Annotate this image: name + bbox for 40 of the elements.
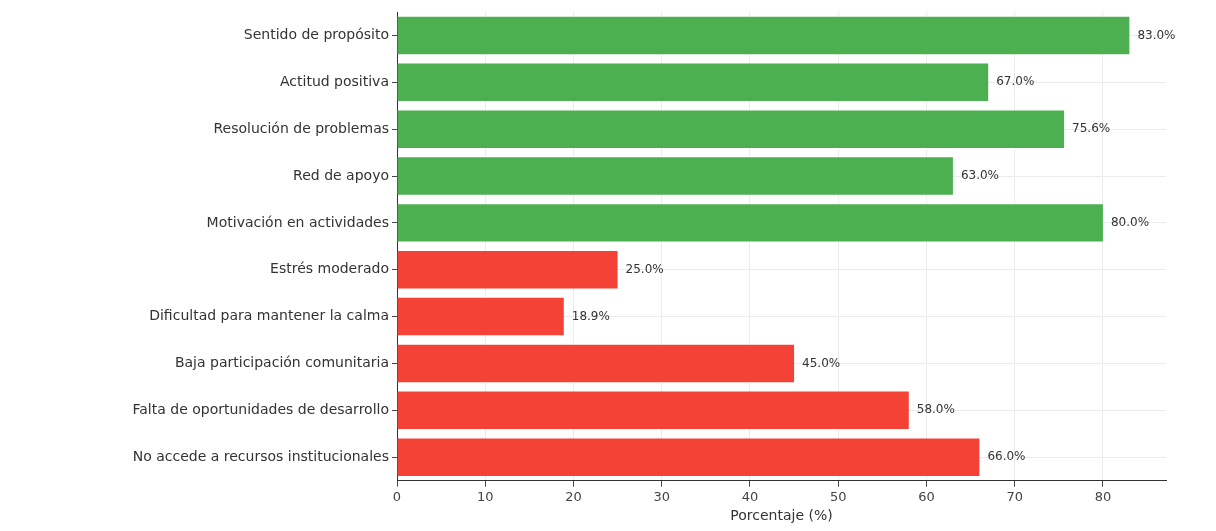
bar [397,63,989,102]
y-tick-label: Dificultad para mantener la calma [149,307,389,324]
x-tick-label: 80 [1094,488,1112,504]
bar [397,157,953,195]
data-label: 58.0% [916,402,955,417]
x-tick-label: 20 [565,488,582,504]
data-label: 25.0% [625,261,664,276]
y-tick-label: Estrés moderado [270,260,389,277]
x-tick-label: 50 [829,488,847,504]
y-tick-label: Actitud positiva [280,72,389,89]
x-tick-label: 70 [1006,488,1023,504]
y-tick-label: Red de apoyo [293,166,389,183]
data-label: 45.0% [802,355,841,370]
x-tick-label: 60 [918,488,935,504]
data-label: 66.0% [987,449,1026,464]
x-tick-label: 10 [476,488,494,504]
y-tick-label: No accede a recursos institucionales [132,447,389,464]
y-tick-label: Motivación en actividades [206,213,389,230]
data-label: 67.0% [996,74,1035,89]
y-tick-label: Baja participación comunitaria [174,354,389,371]
data-label: 75.6% [1072,121,1111,136]
bar [397,297,564,336]
data-label: 83.0% [1137,27,1176,42]
data-label: 63.0% [960,168,1000,183]
bar [397,344,795,383]
x-tick-label: 0 [392,488,402,504]
bar [397,204,1103,242]
y-tick-label: Falta de oportunidades de desarrollo [132,400,389,417]
bar [397,438,980,476]
x-tick-label: 30 [653,488,670,504]
data-label: 80.0% [1110,214,1150,229]
bar [397,391,909,430]
y-tick-label: Sentido de propósito [243,26,389,43]
bar [397,250,618,289]
bar [397,16,1130,55]
x-tick-label: 40 [741,488,759,504]
x-axis-title: Porcentaje (%) [730,507,833,524]
data-label: 18.9% [571,308,610,323]
bar [397,110,1065,148]
y-tick-label: Resolución de problemas [213,119,389,136]
